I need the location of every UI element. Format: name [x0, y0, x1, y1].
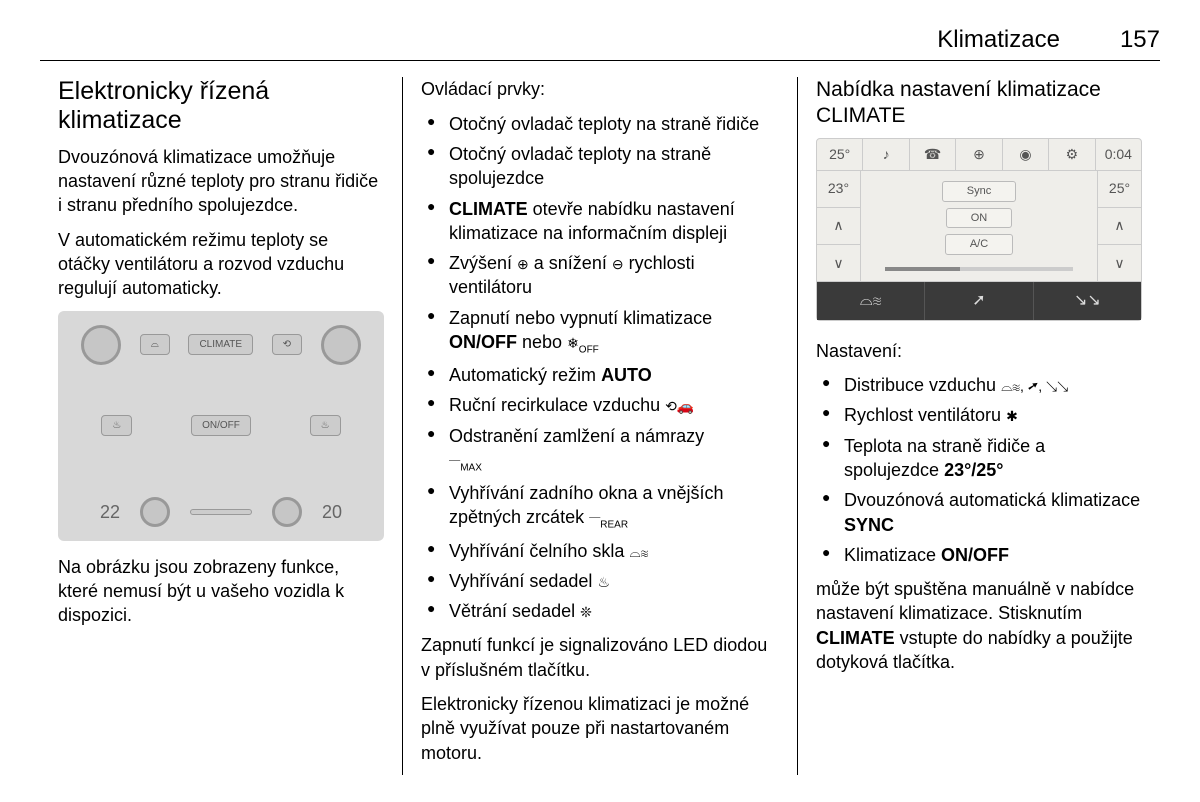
airflow-mid-icon: ➚ — [925, 282, 1033, 320]
screen-bottom: ⌓≋ ➚ ↘↘ — [817, 281, 1141, 320]
paragraph: V automatickém režimu teploty se otáčky … — [58, 228, 384, 301]
paragraph: Dvouzónová klimatizace umožňuje nastaven… — [58, 145, 384, 218]
paragraph: Elektronicky řízenou klimatizaci je možn… — [421, 692, 779, 765]
panel-btn-climate: CLIMATE — [188, 334, 253, 356]
dial-icon — [140, 497, 170, 527]
temp-right: 20 — [322, 500, 342, 524]
airflow-icons: ⌓≋, ➚, ↘↘ — [1001, 378, 1068, 394]
heading-sub: Nabídka nastavení klimatizace CLIMATE — [816, 77, 1142, 127]
list-item: Zapnutí nebo vypnutí klimatizace ON/OFF … — [421, 306, 779, 357]
airflow-face-icon: ⌓≋ — [817, 282, 925, 320]
list-item: Distribuce vzduchu ⌓≋, ➚, ↘↘ — [816, 373, 1142, 397]
heading-main: Elektronicky řízená klimatizace — [58, 77, 384, 135]
windshield-heat-icon: ⌓≋ — [629, 544, 648, 560]
settings-list: Distribuce vzduchu ⌓≋, ➚, ↘↘ Rychlost ve… — [816, 373, 1142, 567]
settings-label: Nastavení: — [816, 339, 1142, 363]
music-icon: ♪ — [863, 139, 909, 170]
fan-up-icon: ⊕ — [517, 256, 529, 272]
dashboard-panel-image: ⌓ CLIMATE ⟲ ♨ ON/OFF ♨ 22 20 — [58, 311, 384, 541]
list-item: Otočný ovladač teploty na straně spoluje… — [421, 142, 779, 191]
column-right: Nabídka nastavení klimatizace CLIMATE 25… — [798, 77, 1160, 775]
page-header: Klimatizace 157 — [40, 24, 1160, 61]
list-item: Vyhřívání sedadel ♨ — [421, 569, 779, 593]
airflow-feet-icon: ↘↘ — [1034, 282, 1141, 320]
arrow-up-icon: ∧ — [1098, 208, 1141, 245]
columns: Elektronicky řízená klimatizace Dvouzóno… — [40, 77, 1160, 775]
temp-left: 22 — [100, 500, 120, 524]
seat-heat-icon: ♨ — [597, 574, 610, 590]
list-item: Dvouzónová automatická klimatizace SYNC — [816, 488, 1142, 537]
list-item: Odstranění zamlžení a námrazy 𝄖MAX — [421, 424, 779, 475]
panel-btn: ♨ — [101, 415, 132, 437]
list-item: Otočný ovladač teploty na straně řidiče — [421, 112, 779, 136]
subheading: Ovládací prvky: — [421, 77, 779, 101]
list-item: Rychlost ventilátoru ✱ — [816, 403, 1142, 427]
dial-icon — [272, 497, 302, 527]
recirculate-icon: ⟲🚗 — [665, 398, 694, 414]
ac-icon: ❄ — [567, 335, 579, 351]
list-item: Klimatizace ON/OFF — [816, 543, 1142, 567]
column-middle: Ovládací prvky: Otočný ovladač teploty n… — [402, 77, 798, 775]
list-item: CLIMATE otevře nabídku nastavení klimati… — [421, 197, 779, 246]
dial-icon — [321, 325, 361, 365]
defrost-max-icon: 𝄖 — [449, 453, 460, 469]
paragraph: může být spuštěna manuálně v nabídce nas… — [816, 577, 1142, 674]
panel-btn: ⟲ — [272, 334, 302, 356]
list-item: Ruční recirkulace vzduchu ⟲🚗 — [421, 393, 779, 417]
paragraph: Zapnutí funkcí je signalizováno LED diod… — [421, 633, 779, 682]
panel-btn-onoff: ON/OFF — [191, 415, 251, 437]
fan-slider — [885, 267, 1074, 271]
rear-defrost-icon: 𝄖 — [589, 510, 600, 526]
list-item: Automatický režim AUTO — [421, 363, 779, 387]
list-item: Vyhřívání čelního skla ⌓≋ — [421, 539, 779, 563]
target-icon: ◉ — [1003, 139, 1049, 170]
seat-vent-icon: ❊ — [580, 604, 592, 620]
climate-screen-image: 25° ♪ ☎ ⊕ ◉ ⚙ 0:04 23° ∧ ∨ Sync ON A/C — [816, 138, 1142, 321]
arrow-down-icon: ∨ — [1098, 245, 1141, 281]
page-number: 157 — [1120, 24, 1160, 56]
panel-display — [190, 509, 252, 515]
dial-icon — [81, 325, 121, 365]
list-item: Vyhřívání zadního okna a vnějších zpětný… — [421, 481, 779, 532]
fan-down-icon: ⊖ — [612, 256, 624, 272]
settings-icon: ⚙ — [1049, 139, 1095, 170]
column-left: Elektronicky řízená klimatizace Dvouzóno… — [40, 77, 402, 775]
list-item: Větrání sedadel ❊ — [421, 599, 779, 623]
screen-left-side: 23° ∧ ∨ — [817, 171, 861, 282]
panel-btn: ♨ — [310, 415, 341, 437]
list-item: Teplota na straně řidiče a spolujezdce 2… — [816, 434, 1142, 483]
panel-btn: ⌓ — [140, 334, 170, 356]
arrow-up-icon: ∧ — [817, 208, 860, 245]
header-title: Klimatizace — [937, 24, 1060, 56]
paragraph: Na obrázku jsou zobrazeny funkce, které … — [58, 555, 384, 628]
phone-icon: ☎ — [910, 139, 956, 170]
screen-right-side: 25° ∧ ∨ — [1097, 171, 1141, 282]
fan-icon: ✱ — [1006, 408, 1018, 424]
arrow-down-icon: ∨ — [817, 245, 860, 281]
screen-center: Sync ON A/C — [861, 171, 1097, 282]
screen-mid: 23° ∧ ∨ Sync ON A/C 25° ∧ ∨ — [817, 171, 1141, 282]
nav-icon: ⊕ — [956, 139, 1002, 170]
controls-list: Otočný ovladač teploty na straně řidiče … — [421, 112, 779, 624]
screen-topbar: 25° ♪ ☎ ⊕ ◉ ⚙ 0:04 — [817, 139, 1141, 171]
list-item: Zvýšení ⊕ a snížení ⊖ rychlosti ventilát… — [421, 251, 779, 300]
